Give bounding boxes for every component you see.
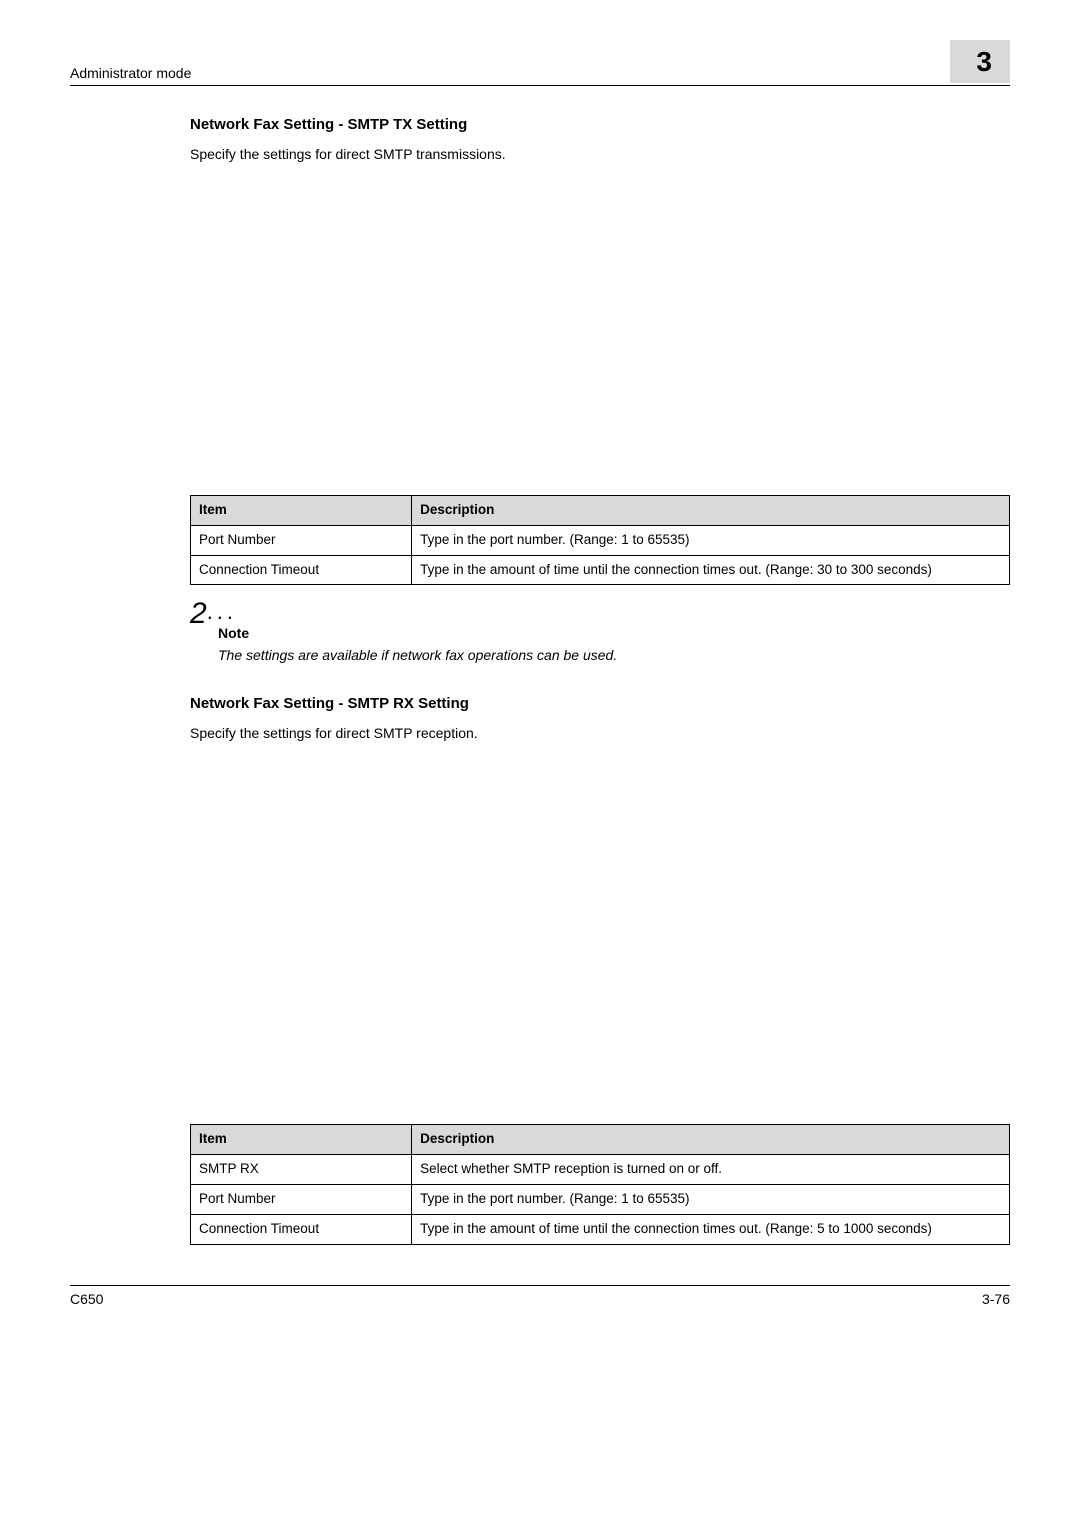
cell-item: Port Number xyxy=(191,1184,412,1214)
figure-placeholder-1 xyxy=(70,165,1010,485)
th-desc: Description xyxy=(412,1125,1010,1155)
page-number-box: 3 xyxy=(950,40,1010,83)
cell-desc: Type in the port number. (Range: 1 to 65… xyxy=(412,1184,1010,1214)
table-row: Port Number Type in the port number. (Ra… xyxy=(191,525,1010,555)
th-item: Item xyxy=(191,495,412,525)
table-row: SMTP RX Select whether SMTP reception is… xyxy=(191,1154,1010,1184)
cell-desc: Type in the amount of time until the con… xyxy=(412,1214,1010,1244)
cell-item: SMTP RX xyxy=(191,1154,412,1184)
cell-desc: Select whether SMTP reception is turned … xyxy=(412,1154,1010,1184)
th-desc: Description xyxy=(412,495,1010,525)
cell-desc: Type in the amount of time until the con… xyxy=(412,555,1010,585)
rx-table: Item Description SMTP RX Select whether … xyxy=(190,1124,1010,1245)
section1-title: Network Fax Setting - SMTP TX Setting xyxy=(190,114,1010,135)
cell-item: Port Number xyxy=(191,525,412,555)
note-icon: 2 xyxy=(190,602,207,626)
table-header-row: Item Description xyxy=(191,1125,1010,1155)
cell-desc: Type in the port number. (Range: 1 to 65… xyxy=(412,525,1010,555)
figure-placeholder-2 xyxy=(70,744,1010,1114)
tx-table: Item Description Port Number Type in the… xyxy=(190,495,1010,586)
section1-desc: Specify the settings for direct SMTP tra… xyxy=(190,145,1010,165)
section2-desc: Specify the settings for direct SMTP rec… xyxy=(190,724,1010,744)
note-label: Note xyxy=(218,624,1010,644)
footer-left: C650 xyxy=(70,1290,103,1310)
th-item: Item xyxy=(191,1125,412,1155)
footer-right: 3-76 xyxy=(982,1290,1010,1310)
note-dots-icon: ... xyxy=(207,599,237,624)
page-header: Administrator mode 3 xyxy=(70,40,1010,86)
header-left: Administrator mode xyxy=(70,64,191,84)
table-header-row: Item Description xyxy=(191,495,1010,525)
table-row: Port Number Type in the port number. (Ra… xyxy=(191,1184,1010,1214)
page-footer: C650 3-76 xyxy=(70,1285,1010,1310)
note-text: The settings are available if network fa… xyxy=(218,646,1010,666)
table-row: Connection Timeout Type in the amount of… xyxy=(191,555,1010,585)
section2-title: Network Fax Setting - SMTP RX Setting xyxy=(190,693,1010,714)
table-row: Connection Timeout Type in the amount of… xyxy=(191,1214,1010,1244)
cell-item: Connection Timeout xyxy=(191,1214,412,1244)
cell-item: Connection Timeout xyxy=(191,555,412,585)
note-block: 2... Note The settings are available if … xyxy=(190,597,1010,665)
